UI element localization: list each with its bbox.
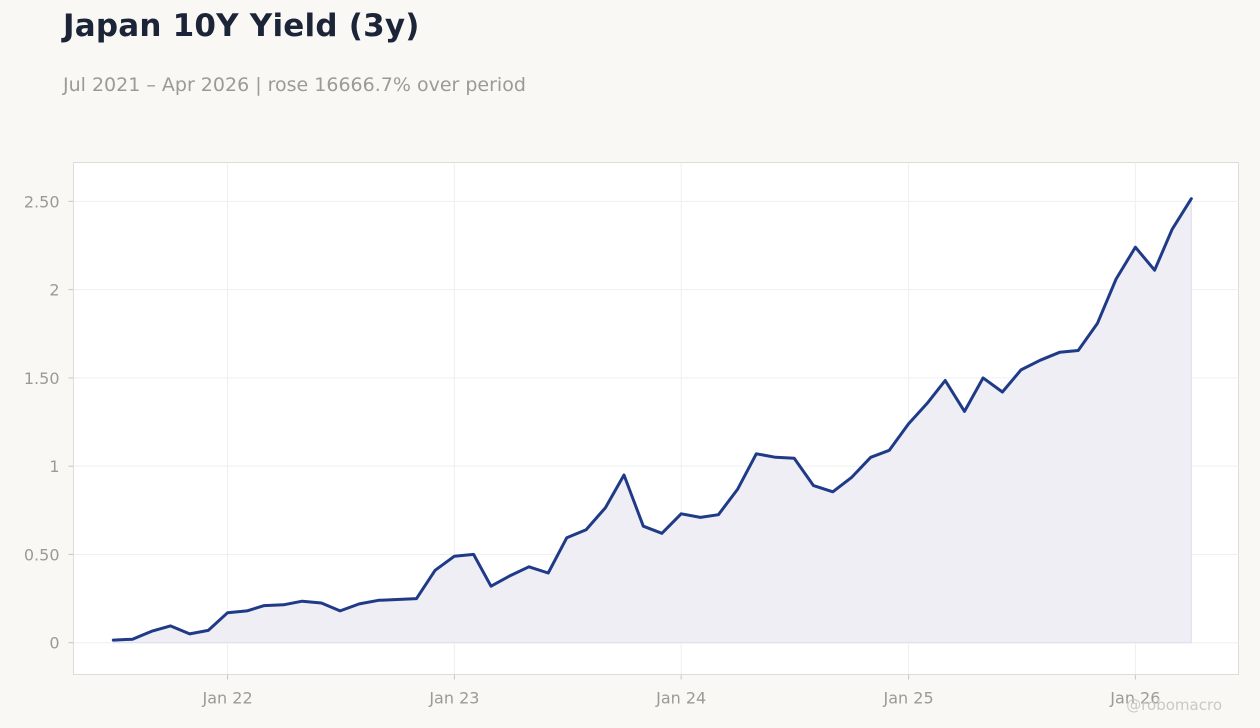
x-tick-label: Jan 25: [883, 689, 934, 708]
y-tick-label: 2.50: [24, 192, 60, 211]
y-tick-label: 2: [49, 281, 59, 300]
page-subtitle: Jul 2021 – Apr 2026 | rose 16666.7% over…: [63, 74, 526, 96]
x-tick-label: Jan 24: [655, 689, 706, 708]
watermark: @robomacro: [1126, 696, 1222, 714]
y-tick-label: 1: [49, 457, 59, 476]
y-tick-label: 0: [49, 634, 59, 653]
x-tick-label: Jan 22: [202, 689, 253, 708]
series-line: [111, 197, 1193, 642]
page-title: Japan 10Y Yield (3y): [63, 8, 420, 44]
x-tick-label: Jan 26: [1109, 689, 1160, 708]
y-tick-label: 1.50: [24, 369, 60, 388]
y-tick-label: 0.50: [24, 545, 60, 564]
x-tick-label: Jan 23: [428, 689, 479, 708]
